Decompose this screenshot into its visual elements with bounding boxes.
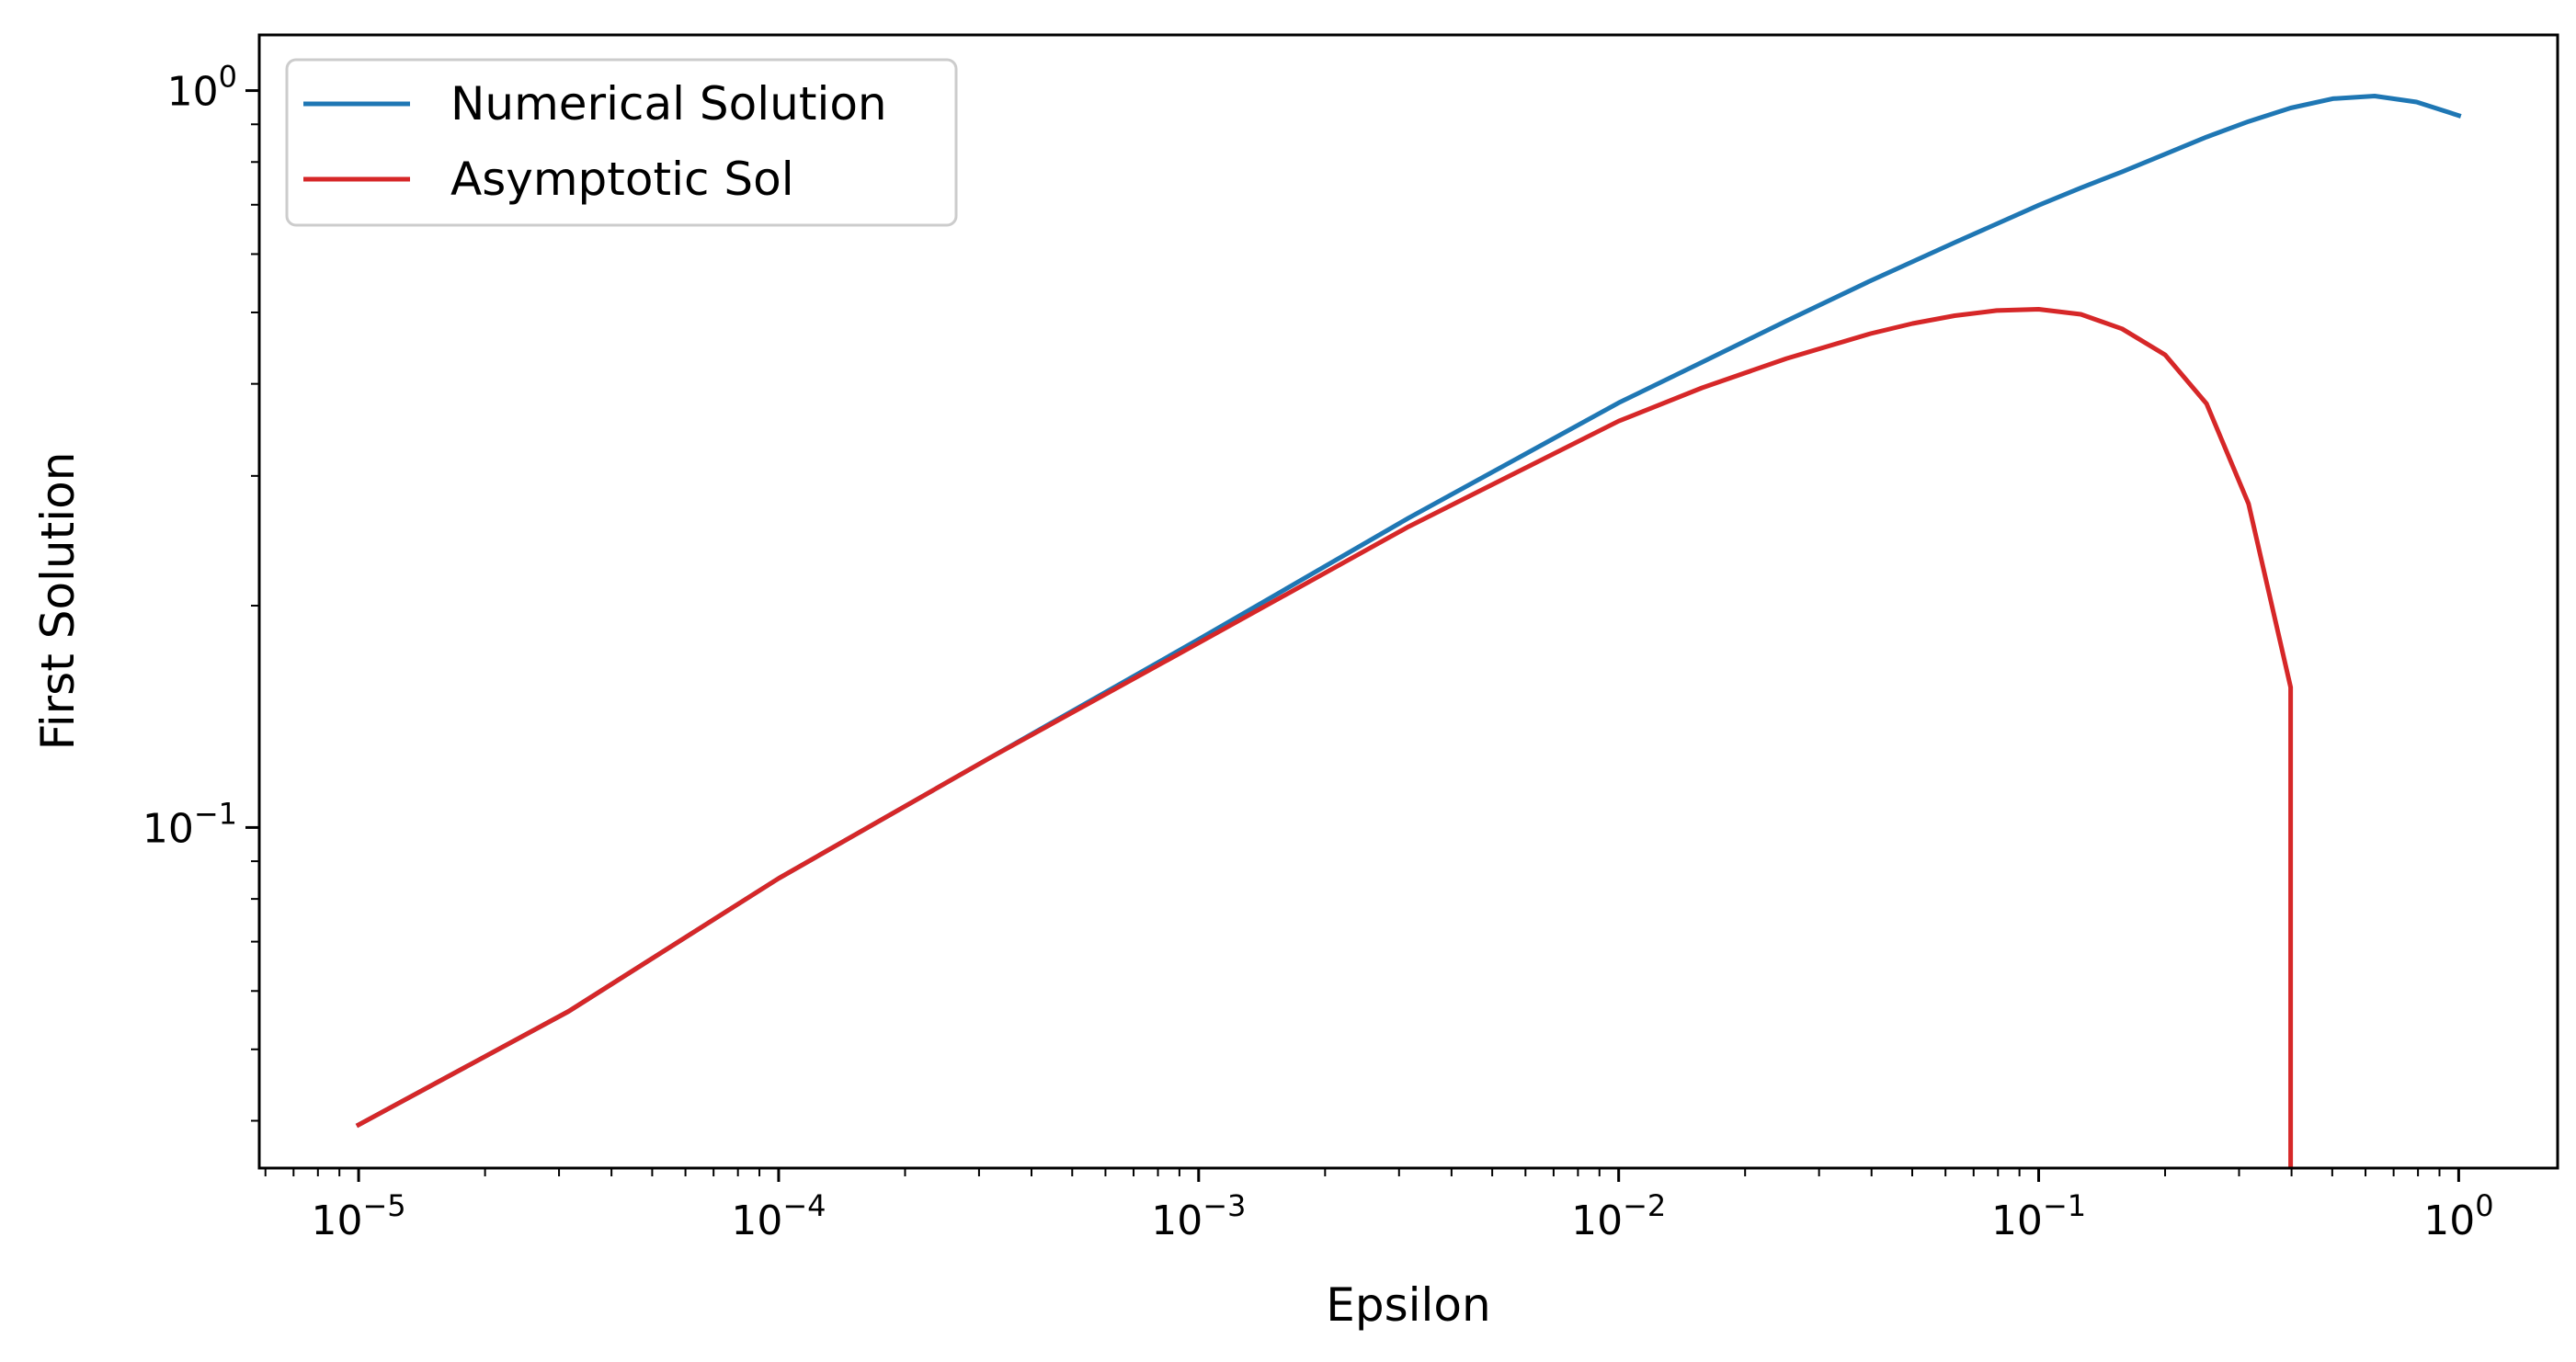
x-tick-label: 10−4 [731, 1188, 826, 1244]
x-tick-label: 10−1 [1991, 1188, 2086, 1244]
legend-box [285, 58, 958, 227]
x-tick-label: 10−5 [311, 1188, 405, 1244]
y-tick-label: 10−1 [142, 796, 237, 852]
x-tick-label: 10−3 [1151, 1188, 1246, 1244]
x-tick-label: 10−2 [1571, 1188, 1666, 1244]
legend-label-0: Numerical Solution [450, 77, 887, 131]
y-axis-label: First Solution [31, 452, 85, 751]
series-layer [355, 94, 2462, 1168]
series-line-1 [355, 307, 2294, 1168]
major-ticks [245, 89, 2460, 1182]
legend-label-1: Asymptotic Sol [450, 153, 794, 206]
x-tick-label: 100 [2423, 1188, 2493, 1244]
x-tick-labels: 10−5 10−4 10−3 10−2 10−1 100 [311, 1188, 2493, 1244]
y-tick-label: 100 [167, 60, 237, 116]
x-axis-label: Epsilon [1326, 1278, 1490, 1332]
plot-frame [257, 33, 2559, 1170]
y-tick-labels: 10−1 100 [142, 60, 237, 853]
legend: Numerical Solution Asymptotic Sol [285, 58, 958, 227]
